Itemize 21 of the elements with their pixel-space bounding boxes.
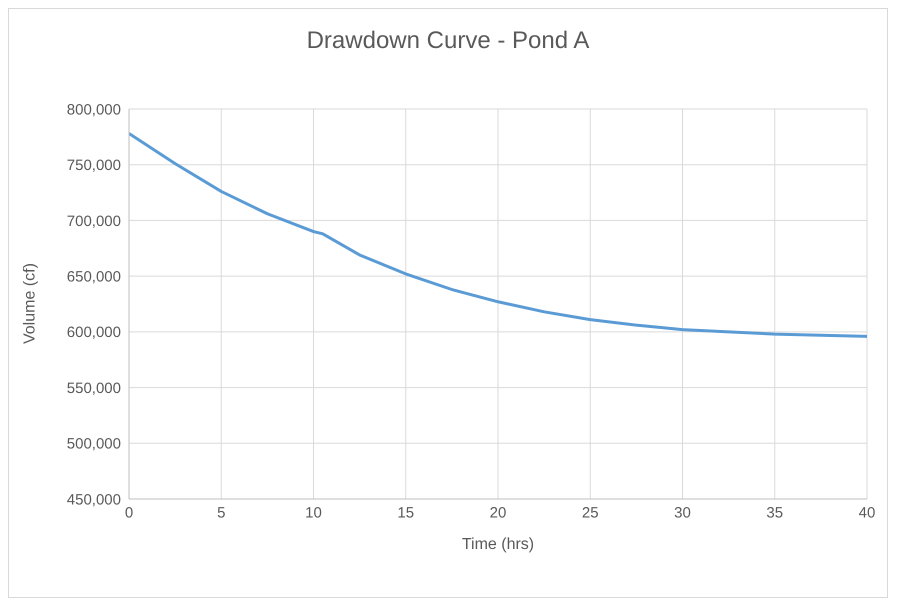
x-axis-title: Time (hrs)	[462, 536, 534, 553]
y-tick-label: 550,000	[66, 380, 121, 397]
y-tick-label: 650,000	[66, 268, 121, 286]
x-tick-label: 0	[124, 504, 134, 522]
y-tick-label: 500,000	[66, 436, 121, 453]
y-tick-label: 750,000	[66, 157, 121, 174]
y-tick-label: 800,000	[66, 101, 121, 118]
x-tick-label: 10	[305, 504, 322, 522]
x-tick-label: 20	[490, 504, 506, 522]
y-tick-label: 600,000	[66, 324, 121, 342]
chart-title: Drawdown Curve - Pond A	[306, 27, 590, 55]
x-tick-label: 40	[858, 504, 876, 522]
x-tick-label: 15	[397, 504, 414, 522]
line-series	[129, 132, 867, 338]
x-tick-label: 25	[582, 504, 599, 522]
y-tick-label: 450,000	[66, 491, 121, 508]
y-axis-title: Volume (cf)	[22, 263, 39, 344]
y-tick-label: 700,000	[66, 212, 121, 230]
x-tick-label: 30	[674, 504, 691, 522]
x-tick-label: 35	[766, 504, 784, 522]
x-tick-label: 5	[217, 504, 226, 522]
